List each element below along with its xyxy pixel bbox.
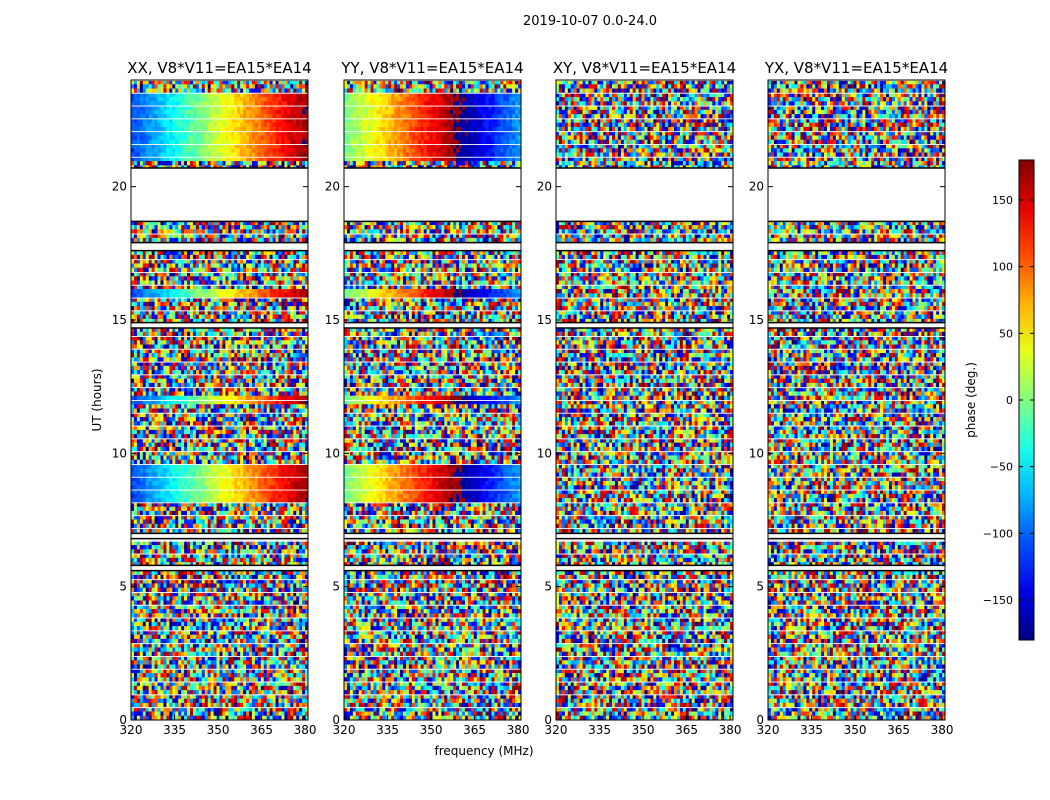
panel-YY-xtick-label: 350 — [420, 723, 443, 737]
panel-XY-flagged-range — [556, 565, 733, 571]
panel-YX-flagged-range — [768, 168, 945, 222]
panel-YX-xtick-label: 320 — [757, 723, 780, 737]
panel-YY-flagged-range — [344, 242, 521, 251]
panel-YX-heatmap — [768, 80, 945, 720]
panel-XX-frame — [130, 79, 309, 721]
panel-YX-ytick-label: 5 — [756, 580, 764, 594]
figure-title: 2019-10-07 0.0-24.0 — [0, 14, 1050, 29]
panel-YY-ytick-label: 20 — [325, 180, 340, 194]
panel-YY-ytick-label: 0 — [332, 713, 340, 727]
panel-YY-flagged-range — [344, 565, 521, 571]
panel-XX-xtick-label: 320 — [120, 723, 143, 737]
panel-XX-xtick-label: 380 — [294, 723, 317, 737]
panel-XX-flagged-range — [131, 322, 308, 328]
panel-YY-ytick-label: 10 — [325, 446, 340, 460]
panel-YX-flagged-range — [768, 242, 945, 251]
panel-YX-frame — [767, 79, 946, 721]
panel-YX-ytick-label: 15 — [749, 313, 764, 327]
panel-XX-ytick-label: 15 — [112, 313, 127, 327]
colorbar-tick-label: 50 — [999, 327, 1013, 340]
panel-XY-frame — [555, 79, 734, 721]
panel-YX-flagged-range — [768, 533, 945, 539]
panel-YY-title: YY, V8*V11=EA15*EA14 — [340, 59, 523, 77]
panel-XY-ytick-label: 15 — [537, 313, 552, 327]
panel-XY-ytick-label: 10 — [537, 446, 552, 460]
panel-XY-flagged-range — [556, 322, 733, 328]
panel-YX-flagged-range — [768, 565, 945, 571]
panel-XY-title: XY, V8*V11=EA15*EA14 — [553, 59, 736, 77]
colorbar-label: phase (deg.) — [964, 362, 978, 438]
panel-YY-flagged-range — [344, 322, 521, 328]
panel-XY-flagged-range — [556, 168, 733, 222]
panel-YY-xtick-label: 380 — [507, 723, 530, 737]
panel-XY-xtick-label: 365 — [675, 723, 698, 737]
panel-XY-xtick-label: 335 — [588, 723, 611, 737]
panel-YX-title: YX, V8*V11=EA15*EA14 — [764, 59, 948, 77]
panel-XY-ytick-label: 0 — [544, 713, 552, 727]
panel-XX-flagged-range — [131, 242, 308, 251]
panel-XX-heatmap — [131, 80, 308, 720]
colorbar-tick-label: 0 — [1006, 394, 1013, 407]
colorbar-tick-label: −150 — [983, 594, 1013, 607]
panel-YY-xtick-label: 335 — [376, 723, 399, 737]
panel-YX-xtick-label: 335 — [800, 723, 823, 737]
panel-YY-xtick-label: 320 — [333, 723, 356, 737]
panel-YY-ytick-label: 15 — [325, 313, 340, 327]
panel-YX-ytick-label: 10 — [749, 446, 764, 460]
panel-YX-ytick-label: 20 — [749, 180, 764, 194]
panel-XX-ytick-label: 0 — [119, 713, 127, 727]
panel-YY-flagged-range — [344, 533, 521, 539]
panel-XX-ytick-label: 5 — [119, 580, 127, 594]
x-axis-label: frequency (MHz) — [434, 744, 533, 758]
panel-YX-xtick-label: 350 — [844, 723, 867, 737]
colorbar-tick-label: −50 — [990, 461, 1013, 474]
y-axis-label: UT (hours) — [90, 368, 104, 431]
colorbar-tick-label: 100 — [992, 261, 1013, 274]
panel-YY-ytick-label: 5 — [332, 580, 340, 594]
panel-XX-xtick-label: 350 — [207, 723, 230, 737]
panel-YX-ytick-label: 0 — [756, 713, 764, 727]
colorbar-tick-label: 150 — [992, 194, 1013, 207]
panel-XY-ytick-label: 5 — [544, 580, 552, 594]
panel-XY-flagged-range — [556, 533, 733, 539]
colorbar-tick-label: −100 — [983, 527, 1013, 540]
panel-YX-xtick-label: 380 — [931, 723, 954, 737]
panel-XX-xtick-label: 365 — [250, 723, 273, 737]
panel-YX-xtick-label: 365 — [887, 723, 910, 737]
panel-XY-xtick-label: 320 — [545, 723, 568, 737]
panel-XY-xtick-label: 350 — [632, 723, 655, 737]
panel-XX-flagged-range — [131, 168, 308, 222]
panel-XX-title: XX, V8*V11=EA15*EA14 — [127, 59, 311, 77]
panel-XY-heatmap — [556, 80, 733, 720]
panel-XY-xtick-label: 380 — [719, 723, 742, 737]
panel-YY-xtick-label: 365 — [463, 723, 486, 737]
panel-XX-flagged-range — [131, 565, 308, 571]
panel-XY-flagged-range — [556, 242, 733, 251]
panel-XX-ytick-label: 10 — [112, 446, 127, 460]
panel-XY-ytick-label: 20 — [537, 180, 552, 194]
panel-YY-flagged-range — [344, 168, 521, 222]
panel-XX-flagged-range — [131, 533, 308, 539]
panel-XX-ytick-label: 20 — [112, 180, 127, 194]
panel-XX-xtick-label: 335 — [163, 723, 186, 737]
panel-YY-frame — [343, 79, 522, 721]
panel-YY-heatmap — [344, 80, 521, 720]
panel-YX-flagged-range — [768, 322, 945, 328]
